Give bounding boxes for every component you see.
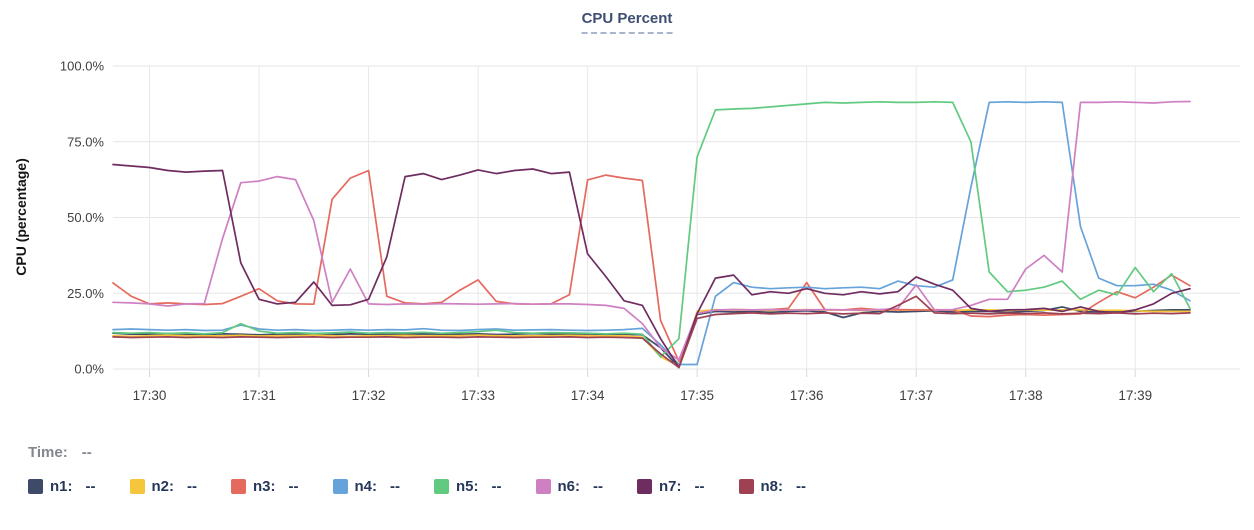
legend-value-n5: -- <box>491 478 502 495</box>
x-tick-label: 17:39 <box>1118 388 1152 403</box>
legend-item-n3[interactable]: n3: -- <box>231 478 299 495</box>
series-line-n4[interactable] <box>112 100 1191 366</box>
legend-label-n8: n8: <box>760 478 784 495</box>
time-value: -- <box>81 444 92 461</box>
legend-value-n7: -- <box>694 478 705 495</box>
x-tick-label: 17:35 <box>680 388 714 403</box>
legend-swatch-n8[interactable] <box>738 479 754 494</box>
time-readout: Time: -- <box>28 444 92 461</box>
legend-item-n2[interactable]: n2: -- <box>129 478 197 495</box>
x-tick-label: 17:37 <box>899 388 933 403</box>
legend-value-n1: -- <box>85 478 96 495</box>
legend-item-n4[interactable]: n4: -- <box>332 478 400 495</box>
series-line-n8[interactable] <box>112 295 1191 369</box>
legend-swatch-n7[interactable] <box>637 479 652 494</box>
series-line-n1[interactable] <box>112 306 1191 369</box>
legend-label-n6: n6: <box>557 478 581 495</box>
legend-value-n8: -- <box>796 478 806 495</box>
x-tick-label: 17:31 <box>242 388 276 403</box>
series-line-n6[interactable] <box>112 100 1191 361</box>
y-tick-label: 25.0% <box>67 286 104 301</box>
x-tick-label: 17:34 <box>571 388 605 403</box>
x-tick-label: 17:38 <box>1009 388 1043 403</box>
legend-item-n8[interactable]: n8: -- <box>738 478 806 495</box>
legend-swatch-n4[interactable] <box>332 479 348 494</box>
y-tick-label: 75.0% <box>67 134 104 149</box>
legend: n1: -- n2: -- n3: -- n4: -- n5: -- n6: -- n7: -- n8: -- <box>28 478 806 495</box>
x-tick-label: 17:32 <box>352 388 386 403</box>
panel-title[interactable]: CPU Percent <box>581 10 673 34</box>
x-tick-label: 17:33 <box>461 388 495 403</box>
line-chart-plot[interactable]: 0.0% 25.0% 50.0% 75.0% 100.0% 17:30 17:31 17:32… <box>0 0 1254 420</box>
legend-label-n7: n7: <box>659 478 682 495</box>
legend-item-n6[interactable]: n6: -- <box>535 478 603 495</box>
legend-value-n3: -- <box>288 478 299 495</box>
legend-swatch-n5[interactable] <box>434 479 449 494</box>
legend-value-n4: -- <box>390 478 400 495</box>
legend-label-n2: n2: <box>151 478 175 495</box>
legend-label-n5: n5: <box>456 478 479 495</box>
legend-value-n2: -- <box>187 478 197 495</box>
legend-value-n6: -- <box>593 478 603 495</box>
series-line-n5[interactable] <box>112 100 1191 358</box>
legend-swatch-n6[interactable] <box>535 479 551 494</box>
legend-swatch-n3[interactable] <box>231 479 246 494</box>
legend-item-n5[interactable]: n5: -- <box>434 478 502 495</box>
legend-item-n1[interactable]: n1: -- <box>28 478 96 495</box>
series-line-n7[interactable] <box>112 163 1191 369</box>
legend-label-n1: n1: <box>50 478 73 495</box>
legend-item-n7[interactable]: n7: -- <box>637 478 705 495</box>
gridlines <box>113 65 1240 377</box>
x-tick-label: 17:30 <box>133 388 167 403</box>
legend-label-n4: n4: <box>354 478 378 495</box>
y-tick-label: 100.0% <box>60 59 105 74</box>
legend-swatch-n2[interactable] <box>129 479 145 494</box>
legend-label-n3: n3: <box>253 478 276 495</box>
y-tick-label: 50.0% <box>67 210 104 225</box>
y-axis-title: CPU (percentage) <box>13 158 29 276</box>
x-tick-label: 17:36 <box>790 388 824 403</box>
time-label: Time: <box>28 444 68 461</box>
y-tick-label: 0.0% <box>74 362 104 377</box>
legend-swatch-n1[interactable] <box>28 479 43 494</box>
